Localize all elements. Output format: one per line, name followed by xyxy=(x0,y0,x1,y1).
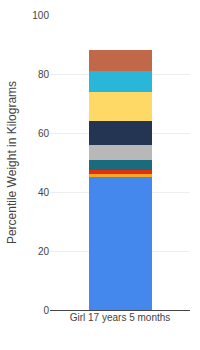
svg-text:Girl 17 years 5 months: Girl 17 years 5 months xyxy=(70,312,171,323)
svg-text:40: 40 xyxy=(38,187,50,198)
svg-text:Percentile Weight in Kilograms: Percentile Weight in Kilograms xyxy=(5,81,19,244)
svg-text:100: 100 xyxy=(32,10,49,21)
svg-text:0: 0 xyxy=(43,305,49,316)
svg-text:80: 80 xyxy=(38,69,50,80)
svg-text:20: 20 xyxy=(38,246,50,257)
svg-text:60: 60 xyxy=(38,128,50,139)
